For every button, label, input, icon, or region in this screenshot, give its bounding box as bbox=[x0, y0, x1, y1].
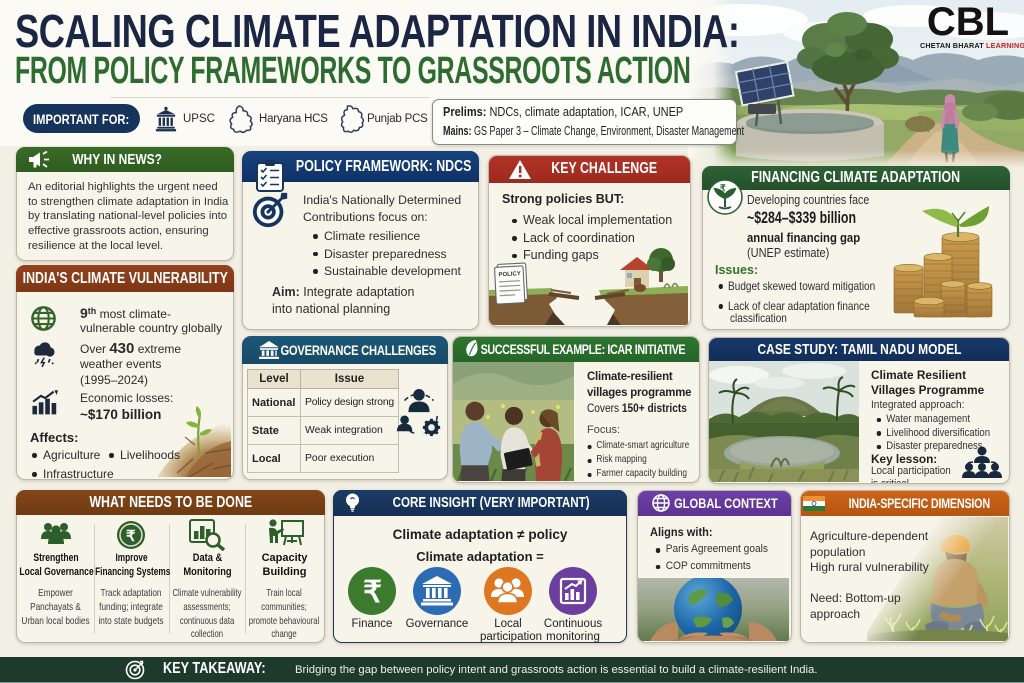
svg-text:₹: ₹ bbox=[720, 183, 726, 193]
svg-text:₹: ₹ bbox=[363, 576, 382, 609]
svg-text:₹: ₹ bbox=[126, 528, 136, 545]
svg-text:POLICY: POLICY bbox=[498, 271, 521, 278]
